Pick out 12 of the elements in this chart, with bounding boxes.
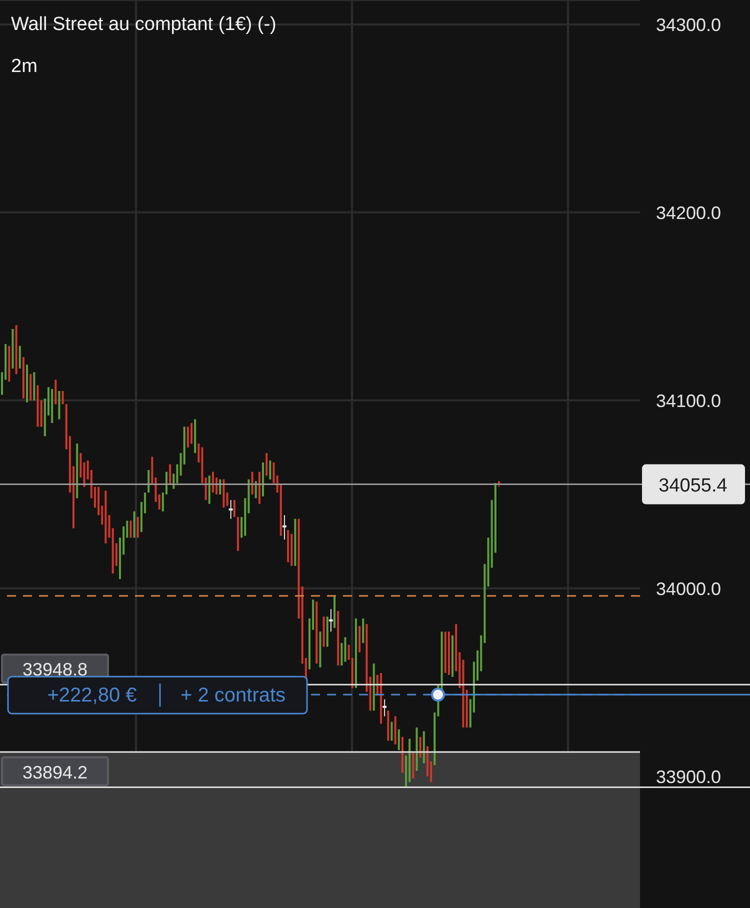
y-tick-label: 34000.0 bbox=[656, 578, 722, 599]
y-tick-label: 34300.0 bbox=[656, 14, 722, 35]
text: 2m bbox=[11, 56, 38, 78]
y-tick-label: 34200.0 bbox=[656, 202, 722, 223]
ref-line-label: 33948.8 bbox=[22, 660, 88, 680]
y-tick-label: 34100.0 bbox=[656, 390, 722, 411]
annotation: + 2 contrats bbox=[180, 684, 286, 707]
ref-line-label: 33894.2 bbox=[22, 762, 88, 782]
ref-line-label: 34055.4 bbox=[658, 475, 728, 496]
ref-line-label: +222,80 € bbox=[47, 684, 137, 707]
text: Wall Street au comptant (1€) (-) bbox=[11, 14, 276, 36]
y-tick-label: 33900.0 bbox=[656, 766, 722, 787]
